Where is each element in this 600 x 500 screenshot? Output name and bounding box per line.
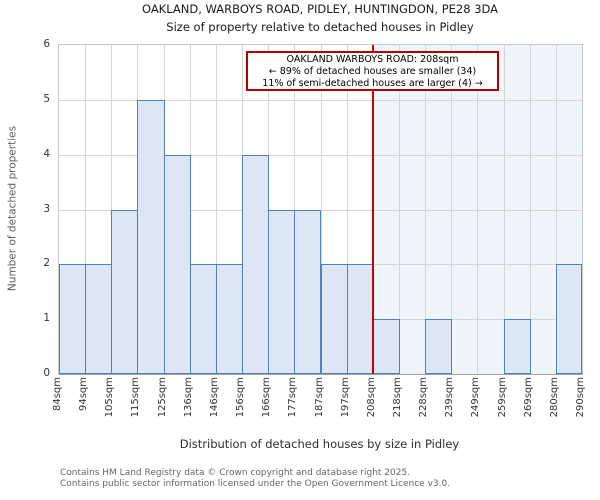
x-tick-label: 280sqm [548,377,560,418]
x-tick-label: 239sqm [444,377,456,418]
y-tick-label: 0 [43,367,50,379]
x-tick-label: 218sqm [391,377,403,418]
x-tick-label: 197sqm [339,377,351,418]
bar [111,209,139,374]
x-tick-label: 156sqm [235,377,247,418]
bar [320,264,348,374]
x-tick-label: 84sqm [52,377,63,412]
x-tick-label: 166sqm [261,377,273,418]
v-gridline [398,45,400,374]
chart-subtitle: Size of property relative to detached ho… [166,20,474,34]
footer: Contains HM Land Registry data © Crown c… [60,468,600,489]
bar [85,264,113,374]
v-gridline [215,45,217,374]
bar [242,154,270,374]
y-axis-title: Number of detached properties [6,125,19,292]
v-gridline [529,45,531,374]
bar [503,319,531,374]
annotation-line-1: OAKLAND WARBOYS ROAD: 208sqm [286,54,459,65]
annotation-line-3: 11% of semi-detached houses are larger (… [262,78,483,89]
annotation-line-2: ← 89% of detached houses are smaller (34… [268,66,477,77]
x-tick-label: 290sqm [575,377,586,418]
chart-title: OAKLAND, WARBOYS ROAD, PIDLEY, HUNTINGDO… [141,2,499,16]
x-tick-label: 115sqm [130,377,142,418]
v-gridline [477,45,479,374]
x-tick-label: 228sqm [418,377,430,418]
v-gridline [555,45,557,374]
footer-line-1: Contains HM Land Registry data © Crown c… [60,468,411,478]
annotation-box: OAKLAND WARBOYS ROAD: 208sqm ← 89% of de… [246,51,499,91]
bar [137,99,165,374]
v-gridline [85,45,87,374]
y-tick-label: 3 [43,202,50,215]
y-tick-label: 1 [43,312,50,325]
plot-area: OAKLAND WARBOYS ROAD: 208sqm ← 89% of de… [58,44,583,375]
x-tick-label: 208sqm [365,377,377,418]
x-tick-label: 94sqm [78,377,90,412]
bar [268,209,296,374]
bar [346,264,374,374]
v-gridline [503,45,505,374]
y-tick-label: 2 [43,257,50,270]
x-tick-label: 146sqm [208,377,220,418]
y-tick-label: 5 [43,92,50,105]
bar [425,319,453,374]
y-tick-label: 4 [43,147,50,160]
subject-property-marker-line [371,45,374,374]
bar [294,209,322,374]
x-tick-label: 269sqm [522,377,534,418]
bar [215,264,244,374]
bar [189,264,217,374]
x-tick-label: 177sqm [287,377,299,418]
footer-line-2: Contains public sector information licen… [60,478,451,489]
bar [372,319,400,374]
v-gridline [346,45,348,374]
x-tick-label: 136sqm [182,377,194,418]
bar [59,264,87,374]
x-tick-label: 249sqm [470,377,482,418]
v-gridline [425,45,427,374]
v-gridline [451,45,453,374]
y-tick-label: 6 [43,38,50,50]
bar [163,154,191,374]
x-tick-label: 105sqm [104,377,116,418]
x-tick-label: 259sqm [496,377,508,418]
x-tick-label: 187sqm [313,377,325,418]
x-axis-title: Distribution of detached houses by size … [179,437,460,451]
x-tick-label: 125sqm [156,377,168,418]
bar [555,264,582,374]
